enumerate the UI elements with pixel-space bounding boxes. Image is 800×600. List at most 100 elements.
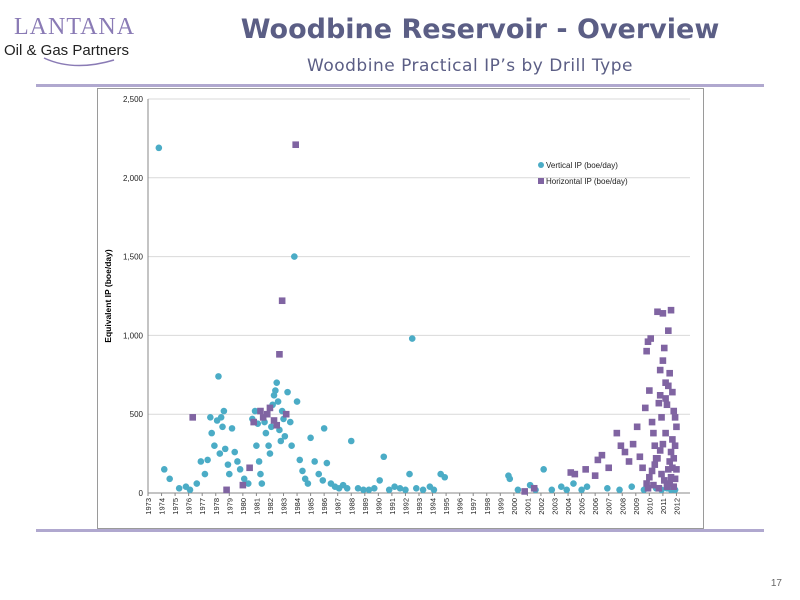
logo-subtitle: Oil & Gas Partners: [4, 42, 130, 59]
vertical-ip-point: [208, 429, 215, 437]
horizontal-ip-point: [646, 473, 653, 481]
top-divider: [36, 84, 764, 87]
horizontal-ip-point: [651, 461, 659, 468]
vertical-ip-point: [315, 470, 323, 478]
vertical-ip-point: [291, 253, 298, 260]
horizontal-ip-point: [647, 335, 655, 342]
x-tick-label: 1998: [483, 498, 492, 515]
horizontal-ip-point: [662, 429, 669, 437]
horizontal-ip-point: [273, 421, 281, 429]
horizontal-ip-point: [629, 440, 637, 448]
x-tick-label: 1987: [334, 498, 343, 515]
ip-scatter-chart: 0 500 1,000 1,500 2,000 2,500 1973 1974 1975 1976…: [103, 95, 690, 515]
horizontal-ip-point: [655, 399, 663, 407]
vertical-ip-point: [604, 484, 611, 492]
company-logo: LANTANA Oil & Gas Partners: [4, 14, 144, 74]
vertical-ip-point: [175, 484, 183, 492]
x-tick-label: 1974: [158, 498, 167, 515]
page-number: 17: [770, 578, 782, 589]
y-tick-label: 1,000: [123, 331, 144, 340]
horizontal-ip-point: [263, 410, 271, 418]
horizontal-ip-point: [663, 401, 671, 409]
horizontal-ip-point: [582, 466, 589, 473]
vertical-ip-point: [284, 388, 291, 396]
horizontal-ip-point: [641, 404, 649, 412]
vertical-ip-point: [258, 480, 266, 487]
x-tick-label: 1988: [347, 498, 356, 515]
vertical-ip-point: [307, 434, 314, 442]
vertical-ip-point: [370, 484, 378, 492]
horizontal-ip-point: [270, 417, 278, 424]
x-tick-label: 1986: [320, 498, 329, 515]
horizontal-ip-point: [648, 467, 656, 475]
x-tick-label: 1973: [144, 498, 153, 515]
horizontal-ip-point: [658, 414, 665, 421]
horizontal-ip-point: [670, 455, 678, 462]
vertical-ip-point: [255, 458, 263, 465]
horizontal-ip-point: [670, 407, 678, 415]
horizontal-ip-point: [259, 414, 267, 421]
x-tick-label: 1979: [225, 498, 234, 515]
x-tick-label: 1985: [307, 498, 316, 515]
vertical-ip-point: [570, 480, 577, 487]
x-tick-label: 1994: [429, 498, 438, 515]
horizontal-ip-point: [223, 486, 230, 494]
x-tick-label: 1980: [239, 498, 248, 515]
legend-marker-vertical: [538, 162, 544, 168]
vertical-ip-point: [257, 470, 264, 478]
x-tick-label: 1992: [401, 498, 410, 515]
x-tick-label: 2008: [618, 498, 627, 515]
horizontal-ip-point: [656, 447, 664, 454]
vertical-ip-point: [380, 453, 388, 461]
vertical-ip-point: [221, 445, 229, 453]
vertical-ip-point: [406, 470, 413, 478]
vertical-ip-point: [220, 407, 228, 415]
vertical-ip-point: [616, 486, 623, 494]
vertical-ip-point: [412, 484, 420, 492]
vertical-ip-point: [217, 414, 225, 421]
vertical-ip-point: [360, 486, 367, 494]
horizontal-ip-point: [666, 458, 673, 465]
horizontal-ip-point: [651, 442, 659, 450]
horizontal-ip-point: [660, 344, 668, 352]
x-tick-label: 1983: [280, 498, 289, 515]
horizontal-ip-point: [648, 418, 656, 426]
x-tick-label: 1978: [212, 498, 221, 515]
horizontal-ip-point: [669, 388, 676, 396]
horizontal-ip-point: [662, 395, 669, 402]
chart-frame: 0 500 1,000 1,500 2,000 2,500 1973 1974 1975 1976…: [97, 88, 704, 529]
vertical-ip-point: [365, 486, 373, 494]
vertical-ip-point: [286, 418, 294, 426]
horizontal-ip-point: [625, 458, 633, 465]
horizontal-ip-point: [189, 414, 197, 421]
vertical-ip-point: [396, 484, 404, 492]
vertical-ip-point: [231, 448, 239, 456]
y-tick-label: 1,500: [123, 253, 144, 262]
x-tick-label: 1997: [469, 498, 478, 515]
horizontal-ip-point: [655, 484, 663, 492]
vertical-ip-point: [557, 483, 565, 490]
horizontal-ip-point: [639, 464, 646, 472]
vertical-ip-point: [268, 423, 275, 431]
horizontal-ip-point: [659, 440, 667, 448]
vertical-ip-point: [578, 486, 585, 494]
horizontal-ip-point: [658, 470, 665, 478]
x-tick-label: 2006: [591, 498, 600, 515]
horizontal-ip-point: [530, 484, 538, 492]
vertical-ip-point: [219, 423, 226, 431]
horizontal-ip-point: [246, 464, 253, 472]
horizontal-ip-point: [239, 481, 247, 489]
vertical-ip-point: [234, 458, 241, 465]
vertical-ip-point: [288, 442, 295, 450]
vertical-ip-point: [274, 398, 282, 405]
horizontal-ip-point: [276, 351, 283, 358]
horizontal-ip-point: [636, 453, 644, 461]
vertical-ip-point: [323, 459, 331, 467]
vertical-ip-point: [319, 477, 327, 484]
vertical-ip-point: [311, 458, 318, 465]
vertical-ip-point: [272, 387, 279, 394]
vertical-ip-point: [216, 450, 224, 457]
vertical-ip-point: [207, 414, 214, 421]
horizontal-ip-point: [665, 466, 672, 473]
x-tick-label: 1991: [388, 498, 397, 515]
